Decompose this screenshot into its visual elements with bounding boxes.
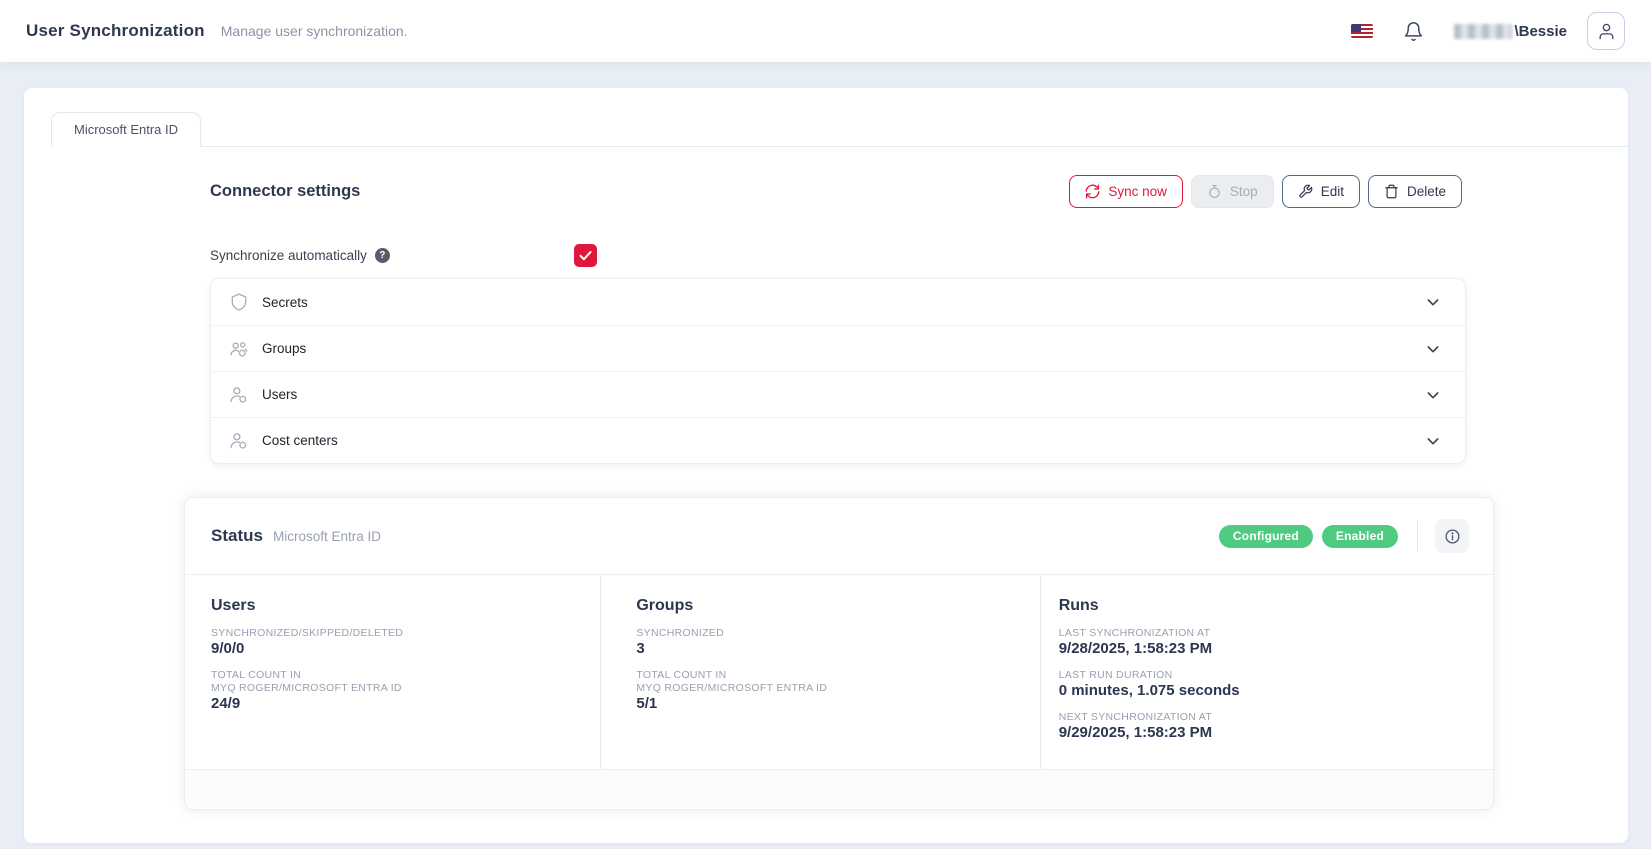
status-connector-name: Microsoft Entra ID [272, 528, 381, 544]
page-title: User Synchronization [26, 21, 205, 40]
status-title: Status [211, 526, 263, 545]
edit-button[interactable]: Edit [1281, 175, 1360, 208]
user-coin-icon [229, 431, 249, 451]
status-card: Status Microsoft Entra ID Configured Ena… [184, 497, 1494, 810]
refresh-icon [1085, 184, 1100, 199]
wrench-icon [1299, 184, 1313, 198]
tab-label: Microsoft Entra ID [74, 122, 179, 137]
accordion-label: Users [262, 387, 298, 402]
status-info-button[interactable] [1435, 519, 1469, 553]
stop-button[interactable]: Stop [1190, 175, 1274, 208]
accordion-row-secrets[interactable]: Secrets [211, 279, 1465, 325]
help-icon[interactable]: ? [374, 248, 390, 263]
accordion-row-users[interactable]: Users [211, 371, 1465, 417]
chevron-down-icon [1425, 341, 1441, 357]
user-display-name: \Bessie [1454, 23, 1567, 40]
delete-button[interactable]: Delete [1367, 175, 1462, 208]
info-icon [1444, 528, 1460, 544]
status-card-footer [185, 769, 1493, 809]
synchronize-automatically-label: Synchronize automatically [210, 248, 367, 263]
stopwatch-icon [1209, 184, 1220, 199]
accordion-label: Cost centers [262, 433, 338, 448]
page-subtitle: Manage user synchronization. [220, 23, 408, 39]
check-icon [579, 251, 592, 261]
sync-now-button[interactable]: Sync now [1069, 175, 1183, 208]
stats-column-title: Runs [1058, 597, 1099, 614]
accordion-row-groups[interactable]: Groups [211, 325, 1465, 371]
accordion-row-cost-centers[interactable]: Cost centers [211, 417, 1465, 463]
redacted-tenant-name [1454, 23, 1513, 39]
content-card: Microsoft Entra ID Connector settings Sy… [24, 88, 1628, 843]
chevron-down-icon [1425, 387, 1441, 403]
synchronize-automatically-checkbox[interactable] [573, 244, 597, 267]
connector-actions: Sync now Stop Edit Delete [1069, 175, 1462, 208]
status-badge-enabled: Enabled [1321, 524, 1398, 548]
vertical-divider [1417, 521, 1418, 551]
tab-divider [51, 146, 1628, 147]
language-us-flag-icon[interactable] [1351, 24, 1374, 38]
notifications-bell-icon[interactable] [1403, 21, 1424, 42]
stats-column-groups: Groups SYNCHRONIZED 3 TOTAL COUNT IN MYQ… [600, 575, 1039, 769]
stats-column-runs: Runs LAST SYNCHRONIZATION AT 9/28/2025, … [1039, 575, 1493, 769]
status-stats: Users SYNCHRONIZED/SKIPPED/DELETED 9/0/0… [185, 574, 1493, 769]
trash-icon [1385, 184, 1398, 199]
synchronize-automatically-row: Synchronize automatically ? [210, 244, 597, 267]
chevron-down-icon [1425, 294, 1441, 310]
stats-column-title: Users [211, 597, 256, 614]
user-gear-icon [229, 385, 249, 405]
tab-microsoft-entra-id[interactable]: Microsoft Entra ID [51, 112, 202, 147]
user-icon [1598, 23, 1614, 39]
stats-column-users: Users SYNCHRONIZED/SKIPPED/DELETED 9/0/0… [185, 575, 600, 769]
accordion-label: Secrets [262, 294, 308, 310]
accordion-label: Groups [262, 341, 307, 356]
connector-settings-title: Connector settings [210, 182, 361, 200]
user-account-button[interactable] [1587, 12, 1625, 50]
stats-column-title: Groups [636, 597, 694, 614]
status-badge-configured: Configured [1218, 524, 1313, 548]
shield-icon [229, 292, 249, 312]
connector-accordion: Secrets Groups Users [210, 278, 1466, 464]
chevron-down-icon [1425, 433, 1441, 449]
group-gear-icon [229, 339, 249, 359]
top-header: User Synchronization Manage user synchro… [0, 0, 1651, 62]
